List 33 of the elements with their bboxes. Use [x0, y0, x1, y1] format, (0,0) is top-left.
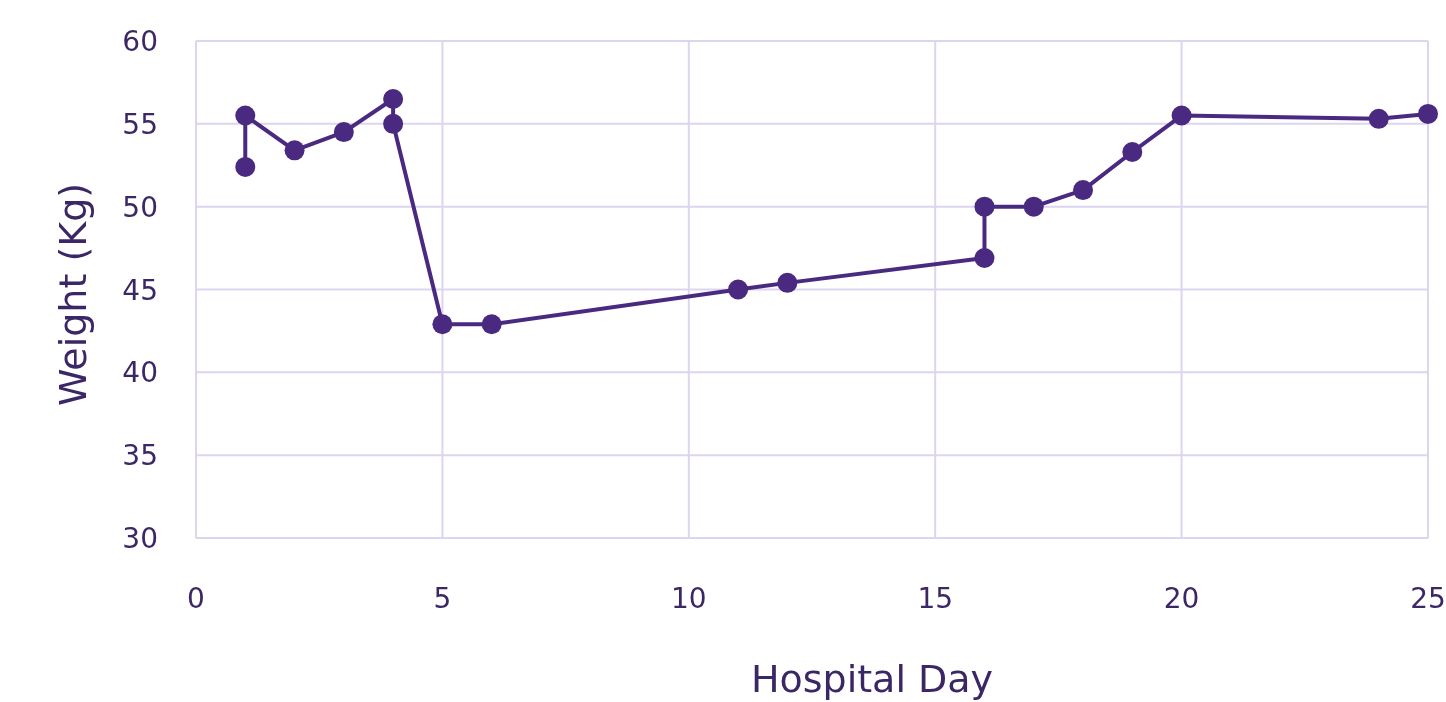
point — [1171, 105, 1192, 126]
x-tick-label: 20 — [1163, 582, 1200, 615]
point — [383, 88, 404, 109]
x-tick-label: 10 — [670, 582, 707, 615]
point — [1073, 180, 1094, 201]
point — [235, 156, 256, 177]
x-tick-label: 25 — [1410, 582, 1446, 615]
point — [974, 248, 995, 269]
point — [235, 105, 256, 126]
x-tick-label: 15 — [917, 582, 954, 615]
point — [777, 272, 798, 293]
x-axis-title: Hospital Day — [750, 657, 994, 701]
y-tick-label: 50 — [122, 190, 158, 224]
point — [383, 113, 404, 134]
point — [432, 314, 453, 335]
point — [284, 140, 305, 161]
point — [1418, 103, 1438, 124]
point — [974, 196, 995, 217]
y-tick-label: 60 — [122, 25, 158, 58]
y-tick-label: 40 — [122, 356, 158, 390]
point — [481, 314, 502, 335]
point — [1023, 196, 1044, 217]
y-axis-title: Weight (Kg) — [51, 182, 95, 407]
point — [333, 122, 354, 143]
y-tick-label: 45 — [122, 273, 158, 307]
y-tick-label: 55 — [122, 107, 158, 141]
y-tick-label: 30 — [122, 522, 158, 555]
point — [1122, 142, 1143, 162]
x-tick-label: 0 — [187, 582, 205, 615]
point — [1368, 108, 1389, 129]
y-tick-label: 35 — [122, 439, 158, 473]
point — [728, 279, 749, 300]
x-tick-label: 5 — [433, 582, 452, 615]
